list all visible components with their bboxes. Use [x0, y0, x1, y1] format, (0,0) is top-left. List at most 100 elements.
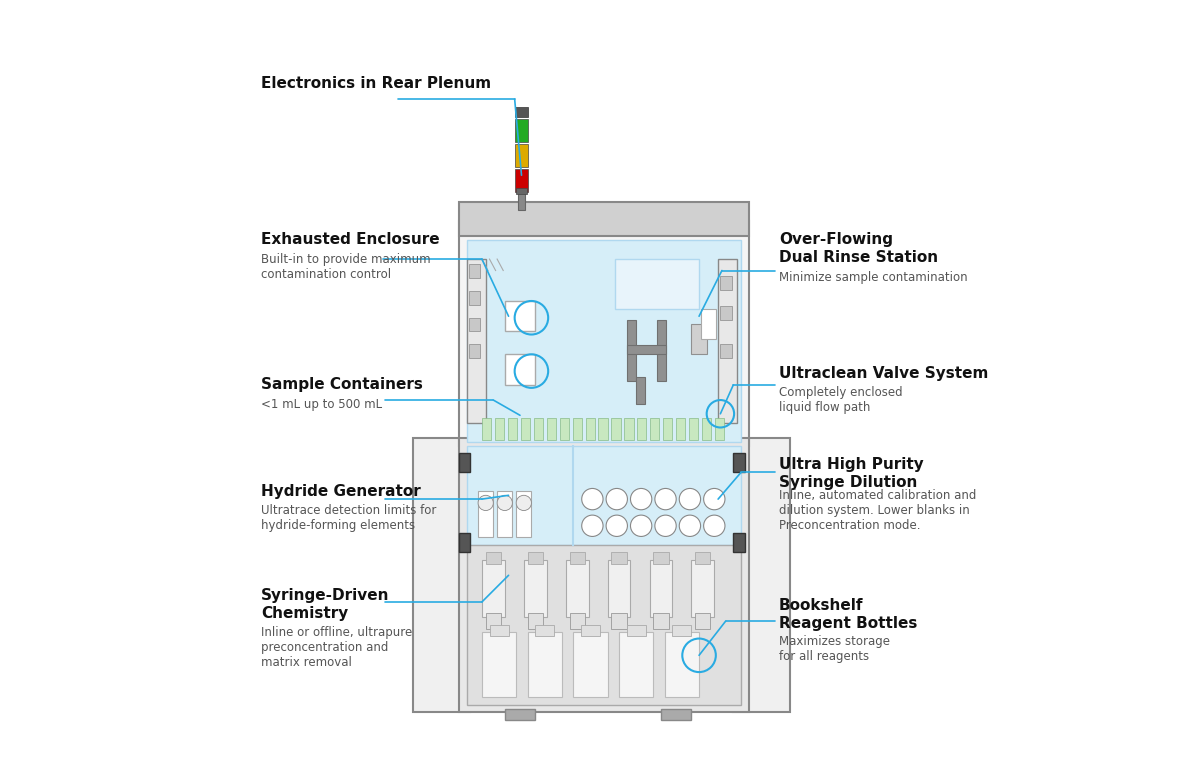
Bar — [515, 119, 528, 142]
Bar — [665, 632, 700, 697]
Bar — [715, 418, 725, 440]
Bar — [572, 418, 582, 440]
Bar — [664, 418, 672, 440]
Text: Inline, automated calibration and
dilution system. Lower blanks in
Preconcentrat: Inline, automated calibration and diluti… — [779, 489, 977, 532]
Text: Sample Containers: Sample Containers — [260, 377, 422, 392]
Text: Ultraclean Valve System: Ultraclean Valve System — [779, 366, 989, 381]
Bar — [460, 438, 749, 712]
Bar — [547, 418, 556, 440]
Bar — [494, 418, 504, 440]
Bar — [653, 613, 668, 629]
Bar — [718, 259, 737, 423]
Circle shape — [516, 495, 532, 511]
Bar — [460, 453, 470, 472]
Bar — [516, 188, 527, 194]
Bar — [528, 632, 562, 697]
Bar — [649, 560, 672, 617]
Circle shape — [703, 515, 725, 536]
Bar — [637, 418, 647, 440]
Circle shape — [606, 515, 628, 536]
Bar — [612, 613, 626, 629]
Bar — [490, 625, 509, 636]
Bar — [636, 377, 644, 404]
Bar — [534, 418, 542, 440]
Bar — [661, 709, 691, 720]
Bar — [624, 418, 634, 440]
Bar — [523, 560, 547, 617]
Bar — [535, 625, 554, 636]
Bar — [515, 144, 528, 167]
Bar — [626, 320, 636, 381]
Circle shape — [655, 515, 677, 536]
Bar — [516, 491, 532, 537]
Bar — [733, 438, 791, 712]
Bar — [469, 264, 480, 278]
Bar — [658, 320, 666, 381]
Bar — [691, 560, 714, 617]
Circle shape — [630, 488, 652, 510]
Bar — [626, 625, 646, 636]
Text: Completely enclosed
liquid flow path: Completely enclosed liquid flow path — [779, 386, 902, 415]
Bar — [607, 560, 630, 617]
Bar — [701, 309, 716, 339]
Bar — [460, 533, 470, 552]
Text: Syringe-Driven
Chemistry: Syringe-Driven Chemistry — [260, 588, 390, 621]
Text: Bookshelf
Reagent Bottles: Bookshelf Reagent Bottles — [779, 598, 918, 631]
Circle shape — [655, 488, 677, 510]
Bar — [626, 345, 666, 354]
Circle shape — [497, 495, 512, 511]
Circle shape — [606, 488, 628, 510]
Text: Over-Flowing
Dual Rinse Station: Over-Flowing Dual Rinse Station — [779, 232, 938, 265]
Bar — [515, 107, 528, 117]
Bar — [612, 552, 626, 564]
Bar — [677, 418, 685, 440]
Bar — [478, 491, 493, 537]
Text: Electronics in Rear Plenum: Electronics in Rear Plenum — [260, 76, 491, 91]
Bar — [616, 259, 700, 309]
Bar — [497, 491, 512, 537]
Bar — [508, 418, 517, 440]
Bar — [612, 418, 620, 440]
Bar — [515, 169, 528, 192]
Bar — [574, 632, 607, 697]
Bar — [486, 613, 500, 629]
Bar — [505, 354, 535, 385]
Bar — [505, 709, 535, 720]
Bar — [733, 453, 745, 472]
Bar — [720, 276, 732, 290]
Bar — [482, 560, 505, 617]
Bar — [702, 418, 712, 440]
Bar — [586, 418, 595, 440]
Text: Inline or offline, ultrapure
preconcentration and
matrix removal: Inline or offline, ultrapure preconcentr… — [260, 626, 412, 669]
Bar — [469, 318, 480, 331]
Bar — [559, 418, 569, 440]
Bar — [467, 545, 740, 705]
Bar — [733, 533, 745, 552]
Text: Ultra High Purity
Syringe Dilution: Ultra High Purity Syringe Dilution — [779, 457, 924, 490]
Text: Built-in to provide maximum
contamination control: Built-in to provide maximum contaminatio… — [260, 253, 431, 281]
Text: Ultratrace detection limits for
hydride-forming elements: Ultratrace detection limits for hydride-… — [260, 504, 437, 533]
Bar — [650, 418, 660, 440]
Text: Exhausted Enclosure: Exhausted Enclosure — [260, 232, 439, 248]
Circle shape — [703, 488, 725, 510]
Circle shape — [582, 515, 604, 536]
Bar — [413, 438, 470, 712]
Bar — [460, 202, 749, 236]
Bar — [695, 613, 710, 629]
Bar — [720, 344, 732, 358]
Text: <1 mL up to 500 mL: <1 mL up to 500 mL — [260, 398, 382, 411]
Bar — [482, 418, 491, 440]
Bar — [469, 291, 480, 305]
Text: Hydride Generator: Hydride Generator — [260, 484, 421, 499]
Bar — [482, 632, 516, 697]
Bar — [581, 625, 600, 636]
Circle shape — [679, 515, 701, 536]
Bar — [460, 221, 749, 446]
Circle shape — [630, 515, 652, 536]
Bar — [653, 552, 668, 564]
Text: Minimize sample contamination: Minimize sample contamination — [779, 271, 967, 283]
Bar — [467, 240, 740, 442]
Bar — [695, 552, 710, 564]
Bar — [469, 344, 480, 358]
Bar — [570, 613, 584, 629]
